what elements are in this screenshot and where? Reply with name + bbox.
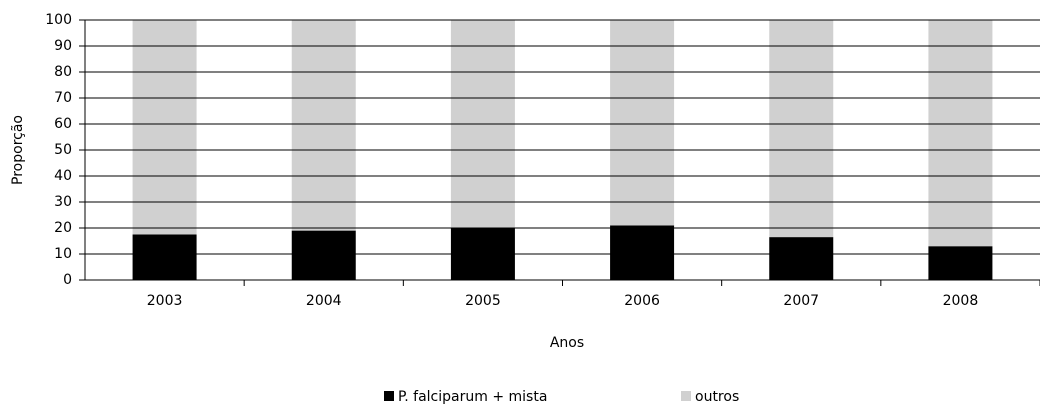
- x-tick-label: 2004: [306, 293, 342, 309]
- x-tick-label: 2003: [147, 293, 183, 309]
- y-tick-label: 10: [54, 246, 72, 262]
- x-tick-label: 2008: [943, 293, 979, 309]
- bar-segment: [291, 230, 356, 280]
- x-tick-label: 2006: [624, 293, 660, 309]
- y-tick-label: 90: [54, 38, 72, 54]
- y-tick-label: 100: [45, 12, 72, 28]
- legend-label: outros: [695, 389, 739, 405]
- x-axis-label: Anos: [550, 335, 584, 351]
- bar-segment: [610, 225, 675, 280]
- legend-label: P. falciparum + mista: [398, 389, 547, 405]
- bar-segment: [928, 246, 993, 280]
- y-tick-label: 80: [54, 64, 72, 80]
- y-tick-label: 0: [63, 272, 72, 288]
- x-tick-label: 2007: [783, 293, 819, 309]
- y-tick-label: 50: [54, 142, 72, 158]
- legend-swatch: [384, 391, 394, 401]
- y-tick-label: 40: [54, 168, 72, 184]
- bar-segment: [610, 20, 675, 226]
- legend-swatch: [681, 391, 691, 401]
- bar-segment: [132, 20, 197, 235]
- bar-segment: [132, 234, 197, 280]
- bar-segment: [769, 20, 834, 238]
- y-axis-label: Proporção: [10, 115, 26, 185]
- y-tick-label: 30: [54, 194, 72, 210]
- y-tick-label: 70: [54, 90, 72, 106]
- bar-segment: [769, 237, 834, 280]
- bar-segment: [928, 20, 993, 247]
- y-tick-label: 60: [54, 116, 72, 132]
- bar-segment: [291, 20, 356, 231]
- y-tick-label: 20: [54, 220, 72, 236]
- x-tick-label: 2005: [465, 293, 501, 309]
